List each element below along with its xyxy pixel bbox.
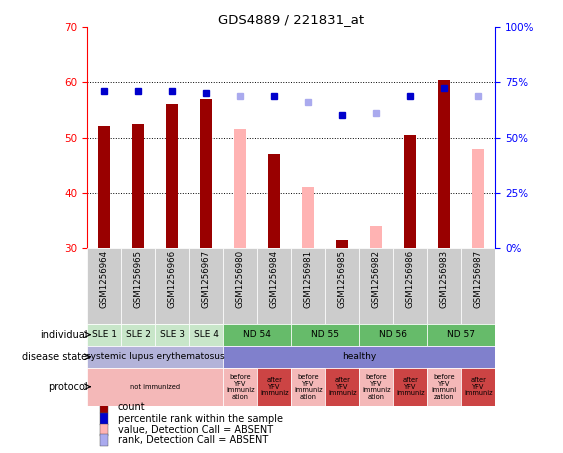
Bar [462, 248, 495, 324]
Text: before
YFV
immuniz
ation: before YFV immuniz ation [294, 374, 323, 400]
Text: SLE 1: SLE 1 [92, 330, 117, 339]
Text: before
YFV
immuni
zation: before YFV immuni zation [432, 374, 457, 400]
Text: value, Detection Call = ABSENT: value, Detection Call = ABSENT [118, 424, 273, 435]
Text: after
YFV
immuniz: after YFV immuniz [328, 377, 357, 396]
Bar [472, 149, 484, 248]
Title: GDS4889 / 221831_at: GDS4889 / 221831_at [218, 13, 364, 26]
Bar [99, 126, 110, 248]
Text: percentile rank within the sample: percentile rank within the sample [118, 414, 283, 424]
Bar [87, 248, 121, 324]
Bar [121, 324, 155, 346]
Bar [189, 248, 224, 324]
Bar [370, 226, 382, 248]
Bar [100, 424, 109, 436]
Bar [302, 187, 314, 248]
Text: SLE 4: SLE 4 [194, 330, 219, 339]
Bar [100, 413, 109, 424]
Text: GSM1256966: GSM1256966 [168, 250, 177, 308]
Bar [100, 434, 109, 446]
Text: not immunized: not immunized [130, 384, 180, 390]
Bar [155, 324, 189, 346]
Text: before
YFV
immuniz
ation: before YFV immuniz ation [226, 374, 254, 400]
Bar [427, 324, 495, 346]
Text: GSM1256987: GSM1256987 [474, 250, 483, 308]
Bar [325, 368, 359, 406]
Bar [234, 129, 246, 248]
Bar [337, 240, 348, 248]
Bar [121, 248, 155, 324]
Text: after
YFV
immuniz: after YFV immuniz [396, 377, 425, 396]
Bar [427, 248, 462, 324]
Bar [404, 135, 417, 248]
Bar [269, 154, 280, 248]
Text: GSM1256980: GSM1256980 [236, 250, 245, 308]
Text: ND 57: ND 57 [448, 330, 475, 339]
Text: individual: individual [40, 330, 87, 340]
Text: GSM1256985: GSM1256985 [338, 250, 347, 308]
Text: systemic lupus erythematosus: systemic lupus erythematosus [86, 352, 225, 361]
Bar [224, 346, 495, 368]
Bar [224, 324, 292, 346]
Text: GSM1256967: GSM1256967 [202, 250, 211, 308]
Bar [394, 248, 427, 324]
Text: GSM1256982: GSM1256982 [372, 250, 381, 308]
Bar [257, 368, 292, 406]
Bar [189, 324, 224, 346]
Text: ND 56: ND 56 [379, 330, 408, 339]
Bar [359, 248, 394, 324]
Text: GSM1256983: GSM1256983 [440, 250, 449, 308]
Bar [359, 368, 394, 406]
Bar [359, 324, 427, 346]
Bar [292, 248, 325, 324]
Text: SLE 3: SLE 3 [160, 330, 185, 339]
Bar [292, 324, 359, 346]
Text: protocol: protocol [48, 382, 87, 392]
Bar [257, 248, 292, 324]
Text: after
YFV
immuniz: after YFV immuniz [260, 377, 289, 396]
Bar [292, 368, 325, 406]
Bar [224, 248, 257, 324]
Text: before
YFV
immuniz
ation: before YFV immuniz ation [362, 374, 391, 400]
Text: count: count [118, 402, 145, 412]
Text: rank, Detection Call = ABSENT: rank, Detection Call = ABSENT [118, 435, 268, 445]
Bar [132, 124, 144, 248]
Bar [224, 368, 257, 406]
Text: disease state: disease state [22, 352, 87, 362]
Text: GSM1256984: GSM1256984 [270, 250, 279, 308]
Bar [462, 368, 495, 406]
Text: SLE 2: SLE 2 [126, 330, 151, 339]
Text: after
YFV
immuniz: after YFV immuniz [464, 377, 493, 396]
Text: ND 54: ND 54 [243, 330, 271, 339]
Text: ND 55: ND 55 [311, 330, 339, 339]
Bar [87, 368, 224, 406]
Bar [87, 324, 121, 346]
Bar [325, 248, 359, 324]
Text: GSM1256986: GSM1256986 [406, 250, 415, 308]
Bar [439, 80, 450, 248]
Text: GSM1256965: GSM1256965 [134, 250, 143, 308]
Bar [100, 401, 109, 414]
Text: GSM1256981: GSM1256981 [304, 250, 313, 308]
Bar [394, 368, 427, 406]
Text: GSM1256964: GSM1256964 [100, 250, 109, 308]
Bar [427, 368, 462, 406]
Bar [155, 248, 189, 324]
Text: healthy: healthy [342, 352, 377, 361]
Bar [166, 104, 178, 248]
Bar [87, 346, 224, 368]
Bar [200, 99, 212, 248]
